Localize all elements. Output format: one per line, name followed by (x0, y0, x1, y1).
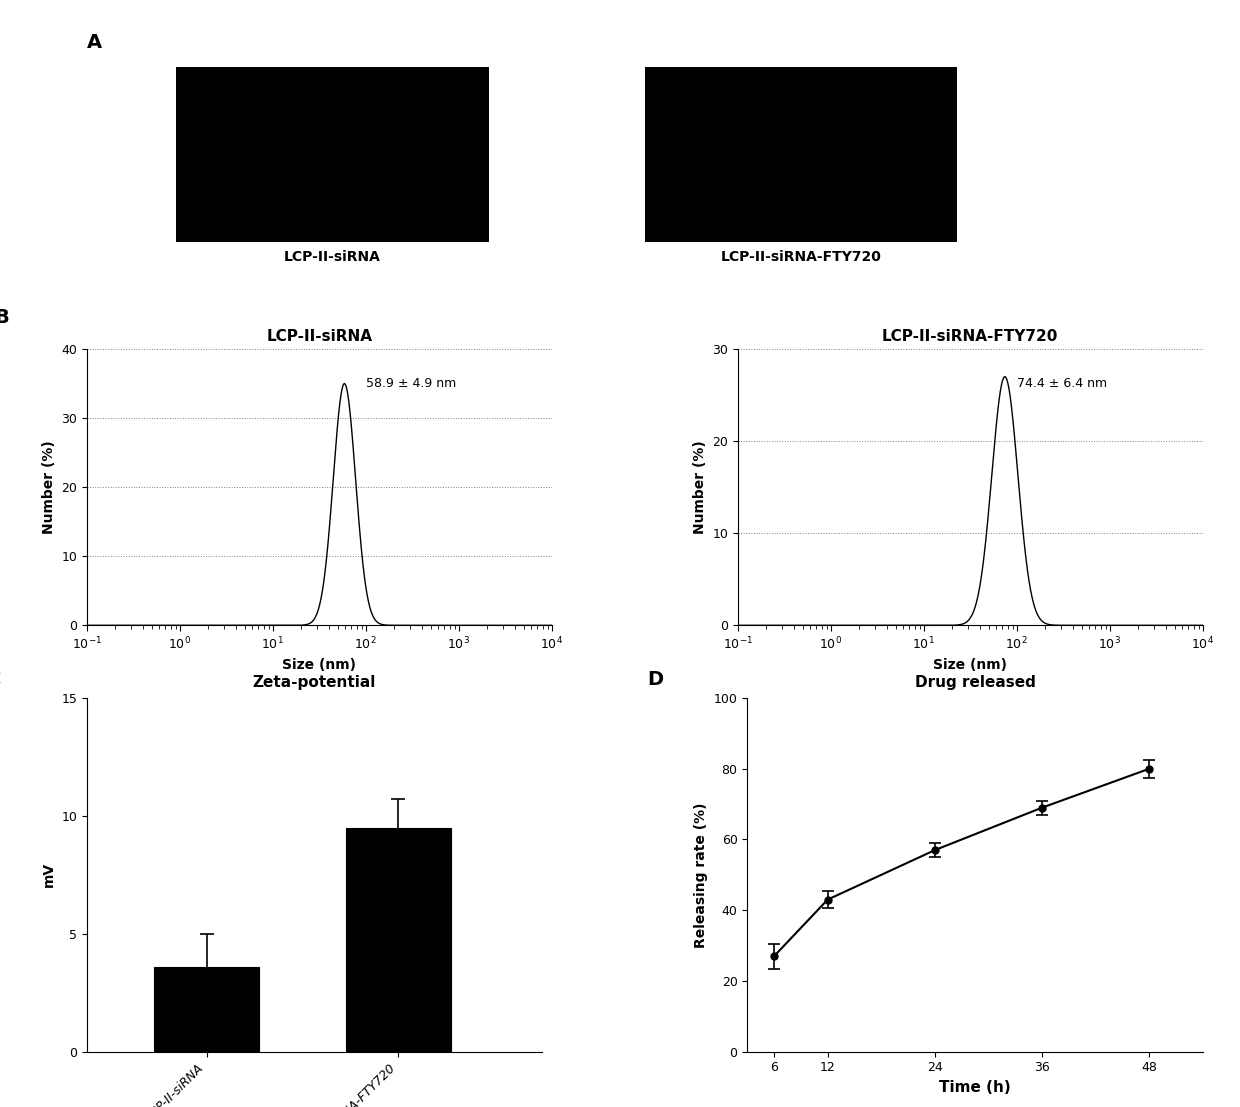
Bar (645, 68, 957, 242)
Y-axis label: Number (%): Number (%) (693, 441, 707, 534)
X-axis label: Time (h): Time (h) (939, 1080, 1011, 1095)
Text: A: A (87, 33, 102, 52)
Title: LCP-II-siRNA: LCP-II-siRNA (267, 329, 372, 343)
Y-axis label: mV: mV (42, 862, 56, 888)
Text: LCP-II-siRNA-FTY720: LCP-II-siRNA-FTY720 (720, 250, 882, 265)
Bar (154, 966, 259, 1052)
X-axis label: Size (nm): Size (nm) (934, 658, 1007, 672)
Text: B: B (0, 308, 9, 327)
Text: D: D (647, 670, 663, 689)
Title: Drug released: Drug released (915, 675, 1035, 690)
Text: 74.4 ± 6.4 nm: 74.4 ± 6.4 nm (1017, 376, 1107, 390)
Text: 58.9 ± 4.9 nm: 58.9 ± 4.9 nm (366, 376, 456, 390)
X-axis label: Size (nm): Size (nm) (283, 658, 356, 672)
Text: LCP-II-siRNA: LCP-II-siRNA (284, 250, 381, 265)
Y-axis label: Releasing rate (%): Releasing rate (%) (694, 803, 708, 948)
Title: LCP-II-siRNA-FTY720: LCP-II-siRNA-FTY720 (882, 329, 1059, 343)
Bar (346, 828, 451, 1052)
Bar (176, 68, 489, 242)
Title: Zeta-potential: Zeta-potential (253, 675, 376, 690)
Y-axis label: Number (%): Number (%) (42, 441, 56, 534)
